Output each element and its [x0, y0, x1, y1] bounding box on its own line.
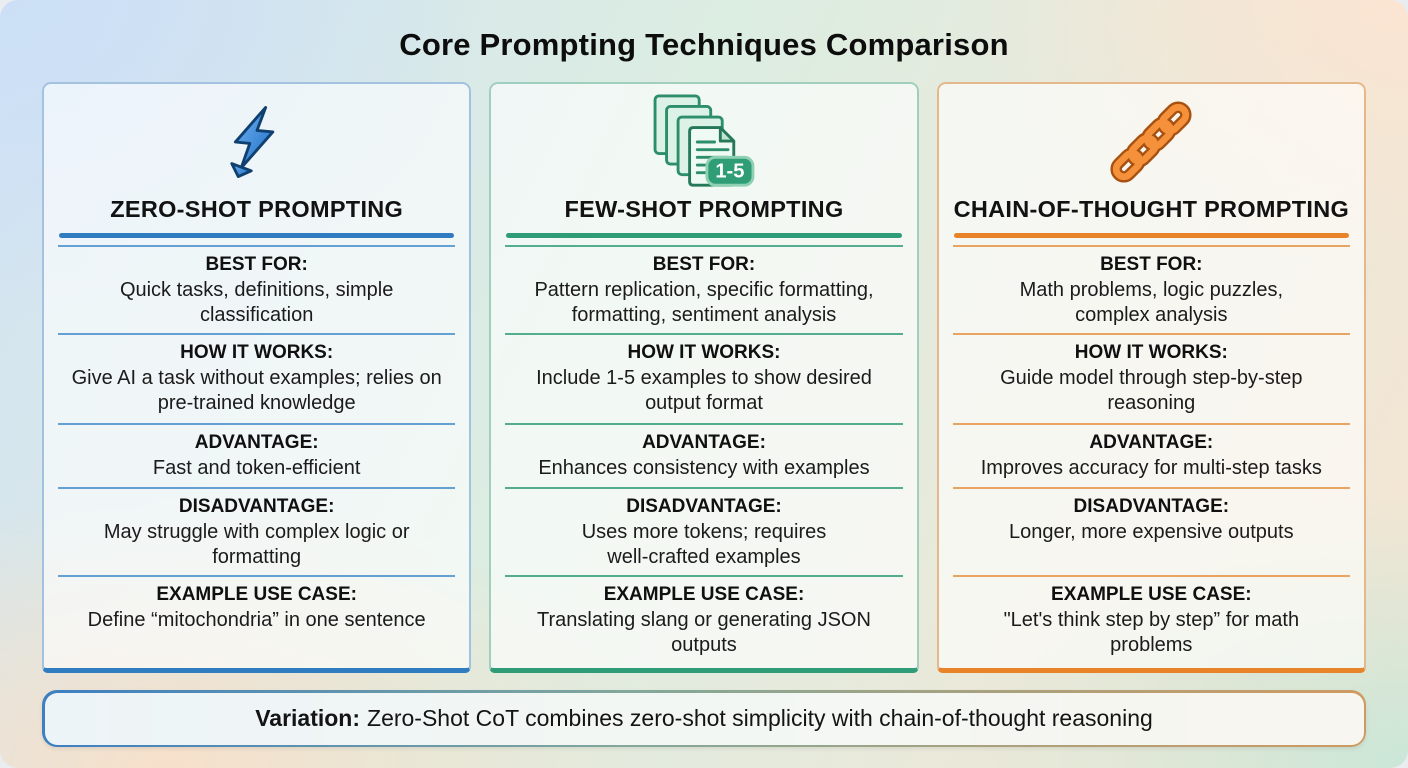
section-label: DISADVANTAGE: — [178, 496, 335, 517]
section-disadvantage: DISADVANTAGE: Uses more tokens; requires… — [505, 487, 903, 575]
section-text: Uses more tokens; requires well-crafted … — [581, 521, 827, 569]
section-label: EXAMPLE USE CASE: — [156, 584, 357, 605]
section-text: Translating slang or generating JSON out… — [537, 609, 871, 657]
section-label: ADVANTAGE: — [1089, 432, 1214, 453]
variation-text: Zero-Shot CoT combines zero-shot simplic… — [367, 704, 1153, 731]
card-few-shot: 1-5 FEW-SHOT PROMPTING BEST FOR: Pattern… — [489, 82, 919, 673]
section-text: May struggle with complex logic or forma… — [103, 521, 410, 569]
variation-label: Variation: — [255, 704, 361, 731]
section-text: Pattern replication, specific formatting… — [534, 279, 874, 327]
section-label: ADVANTAGE: — [194, 432, 319, 453]
section-text: Define “mitochondria” in one sentence — [87, 609, 426, 631]
accent-bar — [953, 233, 1349, 238]
section-text: Give AI a task without examples; relies … — [71, 367, 442, 415]
technique-cards-row: ZERO-SHOT PROMPTING BEST FOR: Quick task… — [0, 82, 1408, 673]
variation-banner: Variation: Zero-Shot CoT combines zero-sh… — [42, 690, 1366, 747]
card-sections: BEST FOR: Quick tasks, definitions, simp… — [44, 238, 469, 668]
section-label: HOW IT WORKS: — [1074, 342, 1228, 363]
accent-bar — [506, 233, 902, 238]
section-text: Include 1-5 examples to show desired out… — [536, 367, 872, 415]
lightning-arrow-icon — [221, 92, 293, 192]
section-how-it-works: HOW IT WORKS: Give AI a task without exa… — [58, 333, 456, 423]
section-text: Math problems, logic puzzles, complex an… — [1019, 279, 1284, 327]
card-sections: BEST FOR: Pattern replication, specific … — [491, 238, 916, 668]
icon-badge-text: 1-5 — [715, 161, 744, 183]
section-label: EXAMPLE USE CASE: — [603, 584, 805, 605]
section-how-it-works: HOW IT WORKS: Include 1-5 examples to sh… — [505, 333, 903, 423]
chain-links-icon — [1103, 92, 1199, 192]
section-label: BEST FOR: — [652, 254, 756, 275]
section-advantage: ADVANTAGE: Improves accuracy for multi-s… — [952, 423, 1350, 487]
section-example-use-case: EXAMPLE USE CASE: Translating slang or g… — [505, 575, 903, 660]
section-how-it-works: HOW IT WORKS: Guide model through step-b… — [952, 333, 1350, 423]
page-title: Core Prompting Techniques Comparison — [399, 27, 1009, 62]
section-best-for: BEST FOR: Pattern replication, specific … — [505, 245, 903, 333]
section-best-for: BEST FOR: Math problems, logic puzzles, … — [952, 245, 1350, 333]
section-example-use-case: EXAMPLE USE CASE: Define “mitochondria” … — [58, 575, 456, 660]
card-chain-of-thought: CHAIN-OF-THOUGHT PROMPTING BEST FOR: Mat… — [936, 82, 1366, 673]
card-zero-shot: ZERO-SHOT PROMPTING BEST FOR: Quick task… — [42, 82, 472, 673]
section-advantage: ADVANTAGE: Enhances consistency with exa… — [505, 423, 903, 487]
section-label: DISADVANTAGE: — [1073, 496, 1230, 517]
section-label: EXAMPLE USE CASE: — [1051, 584, 1252, 605]
section-example-use-case: EXAMPLE USE CASE: "Let's think step by s… — [952, 575, 1350, 660]
bottom-spacer — [0, 747, 1408, 768]
section-label: HOW IT WORKS: — [180, 342, 334, 363]
section-label: ADVANTAGE: — [642, 432, 766, 453]
card-heading: CHAIN-OF-THOUGHT PROMPTING — [953, 196, 1350, 222]
section-text: Fast and token-efficient — [152, 457, 361, 479]
card-heading: ZERO-SHOT PROMPTING — [110, 196, 404, 222]
section-best-for: BEST FOR: Quick tasks, definitions, simp… — [58, 245, 456, 333]
section-label: DISADVANTAGE: — [626, 496, 782, 517]
section-disadvantage: DISADVANTAGE: Longer, more expensive out… — [952, 487, 1350, 575]
section-text: Improves accuracy for multi-step tasks — [980, 457, 1322, 479]
accent-bar — [59, 233, 455, 238]
card-heading: FEW-SHOT PROMPTING — [564, 196, 844, 222]
section-label: HOW IT WORKS: — [627, 342, 781, 363]
section-text: Quick tasks, definitions, simple classif… — [119, 279, 394, 327]
card-sections: BEST FOR: Math problems, logic puzzles, … — [939, 238, 1364, 668]
section-disadvantage: DISADVANTAGE: May struggle with complex … — [58, 487, 456, 575]
section-label: BEST FOR: — [205, 254, 308, 275]
section-text: "Let's think step by step” for math prob… — [1003, 609, 1300, 657]
section-text: Guide model through step-by-step reasoni… — [1000, 367, 1303, 415]
variation-banner-body: Variation: Zero-Shot CoT combines zero-sh… — [44, 692, 1364, 745]
section-text: Longer, more expensive outputs — [1008, 521, 1294, 543]
documents-stack-icon: 1-5 — [645, 92, 763, 192]
section-advantage: ADVANTAGE: Fast and token-efficient — [58, 423, 456, 487]
section-text: Enhances consistency with examples — [538, 457, 870, 479]
section-label: BEST FOR: — [1100, 254, 1203, 275]
